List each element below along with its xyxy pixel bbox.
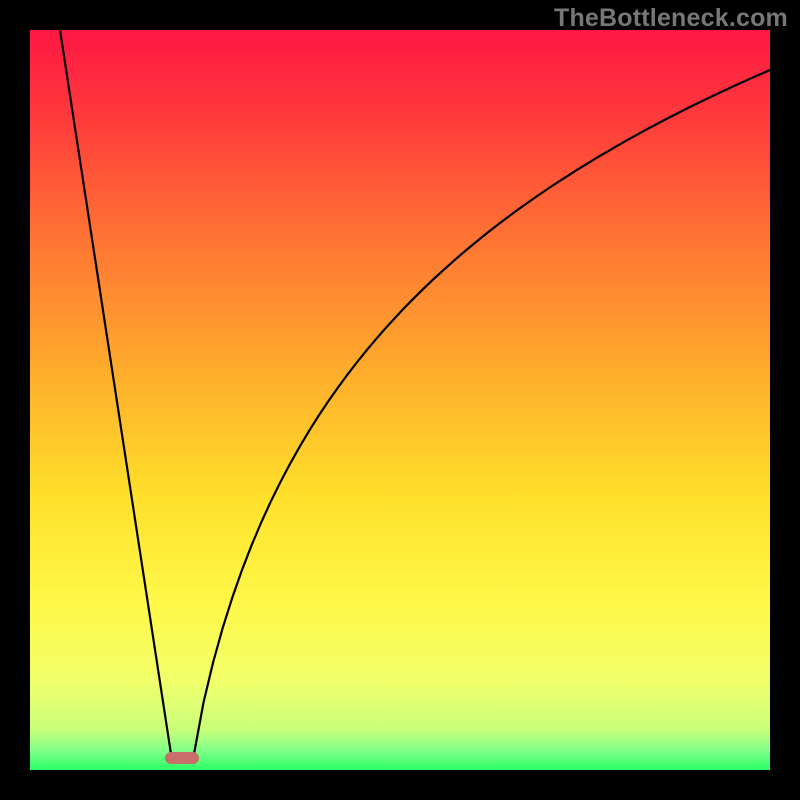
optimum-marker: [165, 752, 199, 764]
bottleneck-chart: [0, 0, 800, 800]
plot-background: [30, 30, 770, 770]
watermark-text: TheBottleneck.com: [554, 4, 788, 33]
chart-frame: TheBottleneck.com: [0, 0, 800, 800]
